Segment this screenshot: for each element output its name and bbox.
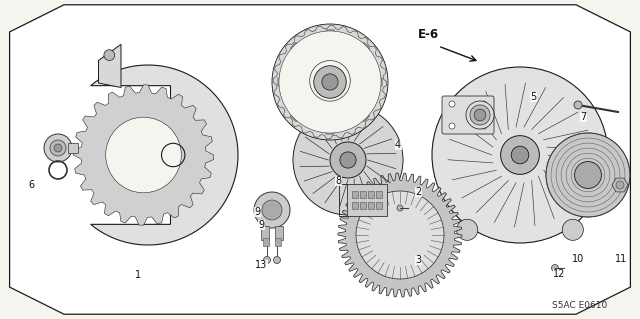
Text: 5: 5 [530,92,536,102]
Circle shape [546,133,630,217]
Circle shape [481,123,487,129]
Text: 6: 6 [28,180,34,190]
Polygon shape [324,30,337,57]
Circle shape [50,140,66,156]
Circle shape [340,152,356,168]
Circle shape [500,136,540,174]
Bar [352,202,358,209]
Bar [368,191,374,198]
Bar [352,191,358,198]
Circle shape [563,219,583,240]
Polygon shape [324,107,337,134]
Circle shape [314,66,346,98]
Circle shape [330,142,366,178]
Circle shape [466,101,494,129]
Polygon shape [91,65,238,245]
Circle shape [264,256,271,263]
Bar [68,143,78,153]
Circle shape [470,105,490,125]
Circle shape [293,105,403,215]
Polygon shape [338,173,462,297]
Polygon shape [355,76,382,88]
Polygon shape [74,85,214,225]
Polygon shape [291,42,317,69]
Circle shape [449,101,455,107]
Text: 9: 9 [254,207,260,217]
Circle shape [481,101,487,107]
FancyBboxPatch shape [442,96,494,134]
Polygon shape [99,44,121,87]
Circle shape [574,101,582,109]
Bar [275,238,281,246]
Text: 8: 8 [335,176,341,186]
Circle shape [106,117,181,193]
Circle shape [262,200,282,220]
Text: 3: 3 [415,255,421,265]
Text: S5AC E0610: S5AC E0610 [552,301,607,310]
Text: 12: 12 [553,269,565,279]
Circle shape [44,134,72,162]
Bar [275,226,283,240]
Text: 10: 10 [572,254,584,264]
Circle shape [449,123,455,129]
Circle shape [273,256,280,263]
Text: 9: 9 [258,220,264,230]
Circle shape [356,191,444,279]
Circle shape [474,109,486,121]
Polygon shape [612,178,628,192]
Circle shape [575,161,602,189]
Polygon shape [10,5,630,314]
Circle shape [254,192,290,228]
Text: 1: 1 [135,270,141,280]
Text: 2: 2 [415,187,421,197]
Text: 13: 13 [255,260,268,270]
Bar [261,226,269,240]
Circle shape [432,67,608,243]
Text: E-6: E-6 [418,28,439,41]
Circle shape [272,24,388,140]
Circle shape [322,74,338,90]
Circle shape [552,264,559,271]
Bar [368,202,374,209]
Polygon shape [278,76,305,88]
Bar [360,191,366,198]
Circle shape [54,144,62,152]
Circle shape [457,219,477,240]
Text: 7: 7 [580,112,586,122]
Bar [376,202,382,209]
Polygon shape [291,95,317,122]
Circle shape [104,50,115,61]
Text: 4: 4 [395,140,401,150]
Circle shape [397,205,403,211]
Circle shape [511,146,529,164]
Polygon shape [343,95,369,122]
Circle shape [616,181,624,189]
Bar [347,184,387,216]
Bar [263,238,269,246]
Text: 11: 11 [615,254,627,264]
Polygon shape [343,42,369,69]
Circle shape [279,31,381,133]
Bar [376,191,382,198]
Bar [360,202,366,209]
